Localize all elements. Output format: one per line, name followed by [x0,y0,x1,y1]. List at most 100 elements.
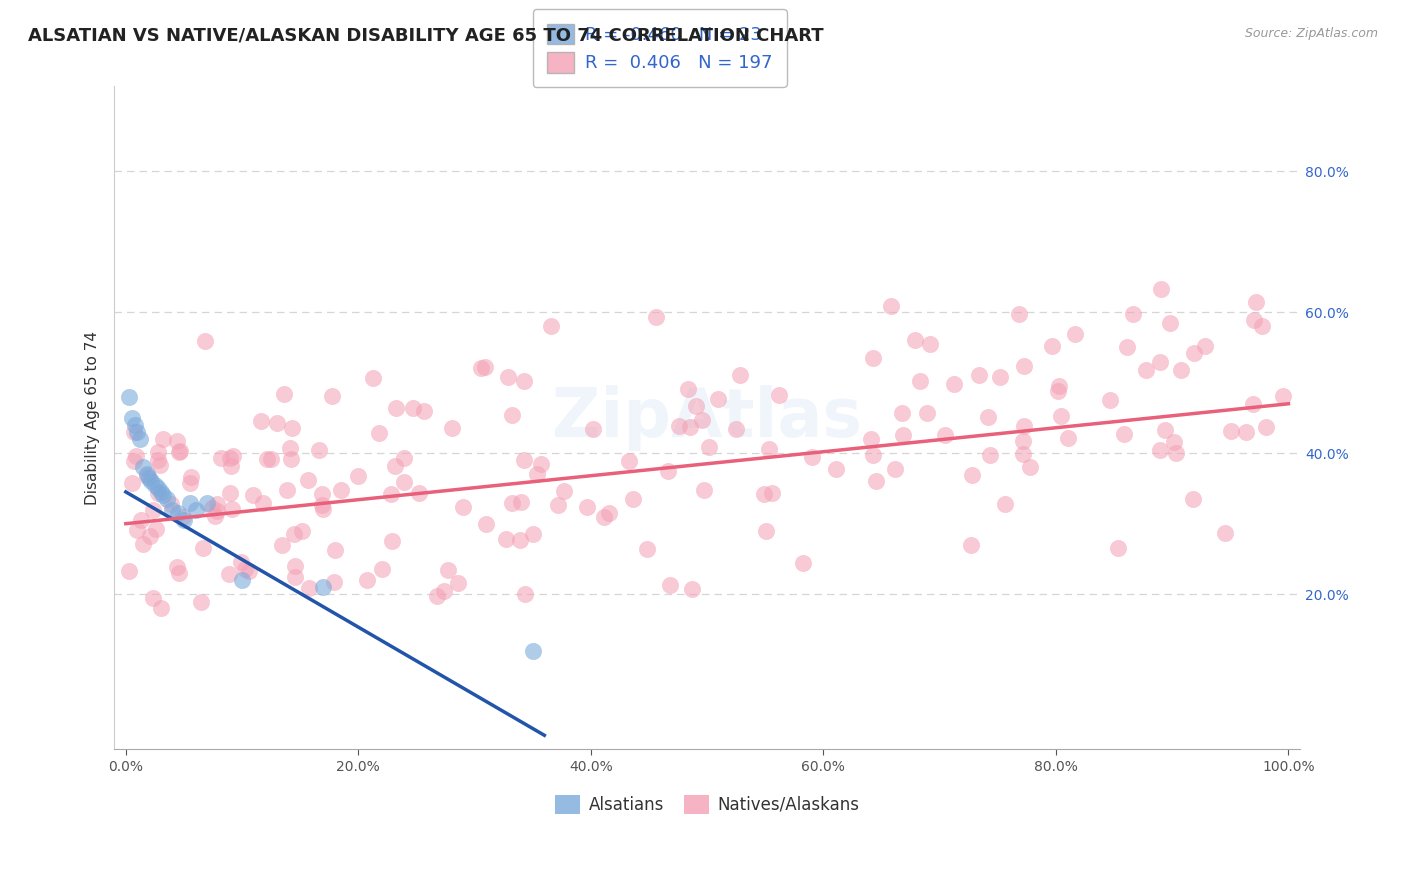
Natives/Alaskans [1057,431,1080,445]
Natives/Alaskans [1251,319,1274,334]
Natives/Alaskans [679,420,702,434]
Natives/Alaskans [681,582,703,596]
Natives/Alaskans [311,498,333,512]
Natives/Alaskans [311,487,333,501]
Natives/Alaskans [426,589,449,603]
Natives/Alaskans [152,432,174,446]
Natives/Alaskans [308,442,330,457]
Natives/Alaskans [754,487,776,501]
Natives/Alaskans [298,581,321,595]
Natives/Alaskans [1099,392,1122,407]
Natives/Alaskans [1114,426,1136,441]
Natives/Alaskans [291,524,314,538]
Natives/Alaskans [167,566,190,580]
Natives/Alaskans [768,387,790,401]
Natives/Alaskans [1012,446,1035,460]
Natives/Alaskans [619,453,641,467]
Natives/Alaskans [1164,446,1187,460]
Natives/Alaskans [142,502,165,516]
Natives/Alaskans [392,475,415,490]
Alsatians [184,502,207,516]
Alsatians [124,417,146,432]
Natives/Alaskans [394,451,416,466]
Natives/Alaskans [146,453,169,467]
Natives/Alaskans [513,453,536,467]
Natives/Alaskans [413,403,436,417]
Alsatians [155,491,177,506]
Natives/Alaskans [149,458,172,472]
Natives/Alaskans [441,421,464,435]
Natives/Alaskans [880,299,903,313]
Natives/Alaskans [125,449,148,463]
Natives/Alaskans [233,562,256,576]
Natives/Alaskans [322,574,344,589]
Natives/Alaskans [636,542,658,557]
Natives/Alaskans [918,336,941,351]
Natives/Alaskans [330,483,353,497]
Natives/Alaskans [676,382,699,396]
Natives/Alaskans [453,500,475,514]
Natives/Alaskans [592,509,614,524]
Natives/Alaskans [513,587,536,601]
Natives/Alaskans [598,507,620,521]
Natives/Alaskans [1011,434,1033,448]
Natives/Alaskans [1163,435,1185,450]
Alsatians [121,410,143,425]
Natives/Alaskans [221,449,243,463]
Natives/Alaskans [207,498,229,512]
Natives/Alaskans [540,318,562,333]
Natives/Alaskans [219,486,242,500]
Natives/Alaskans [402,401,425,415]
Natives/Alaskans [221,502,243,516]
Natives/Alaskans [825,461,848,475]
Natives/Alaskans [437,563,460,577]
Natives/Alaskans [657,464,679,478]
Natives/Alaskans [553,483,575,498]
Natives/Alaskans [1153,423,1175,437]
Natives/Alaskans [547,498,569,512]
Natives/Alaskans [127,524,149,538]
Natives/Alaskans [474,360,496,375]
Natives/Alaskans [191,541,214,555]
Natives/Alaskans [280,421,302,435]
Natives/Alaskans [260,452,283,467]
Natives/Alaskans [1256,419,1278,434]
Natives/Alaskans [323,542,346,557]
Natives/Alaskans [976,409,998,424]
Natives/Alaskans [755,524,778,539]
Natives/Alaskans [1194,338,1216,352]
Natives/Alaskans [380,487,402,501]
Natives/Alaskans [276,483,298,497]
Alsatians [522,643,544,657]
Natives/Alaskans [659,577,682,591]
Alsatians [149,485,172,500]
Natives/Alaskans [994,497,1017,511]
Natives/Alaskans [522,526,544,541]
Alsatians [167,506,190,520]
Natives/Alaskans [172,510,194,524]
Text: ZipAtlas: ZipAtlas [553,384,862,450]
Alsatians [143,478,166,492]
Natives/Alaskans [1272,389,1295,403]
Natives/Alaskans [891,406,914,420]
Natives/Alaskans [231,556,253,570]
Natives/Alaskans [728,368,751,383]
Natives/Alaskans [1063,326,1085,341]
Alsatians [138,471,160,485]
Natives/Alaskans [122,425,145,439]
Natives/Alaskans [510,494,533,508]
Natives/Alaskans [356,573,378,587]
Natives/Alaskans [384,459,406,474]
Natives/Alaskans [865,474,887,488]
Natives/Alaskans [283,527,305,541]
Natives/Alaskans [1135,363,1157,377]
Natives/Alaskans [219,458,242,473]
Natives/Alaskans [960,467,983,482]
Natives/Alaskans [1050,409,1073,423]
Natives/Alaskans [270,538,292,552]
Natives/Alaskans [368,426,391,441]
Natives/Alaskans [385,401,408,415]
Natives/Alaskans [145,522,167,536]
Natives/Alaskans [645,310,668,324]
Natives/Alaskans [166,560,188,574]
